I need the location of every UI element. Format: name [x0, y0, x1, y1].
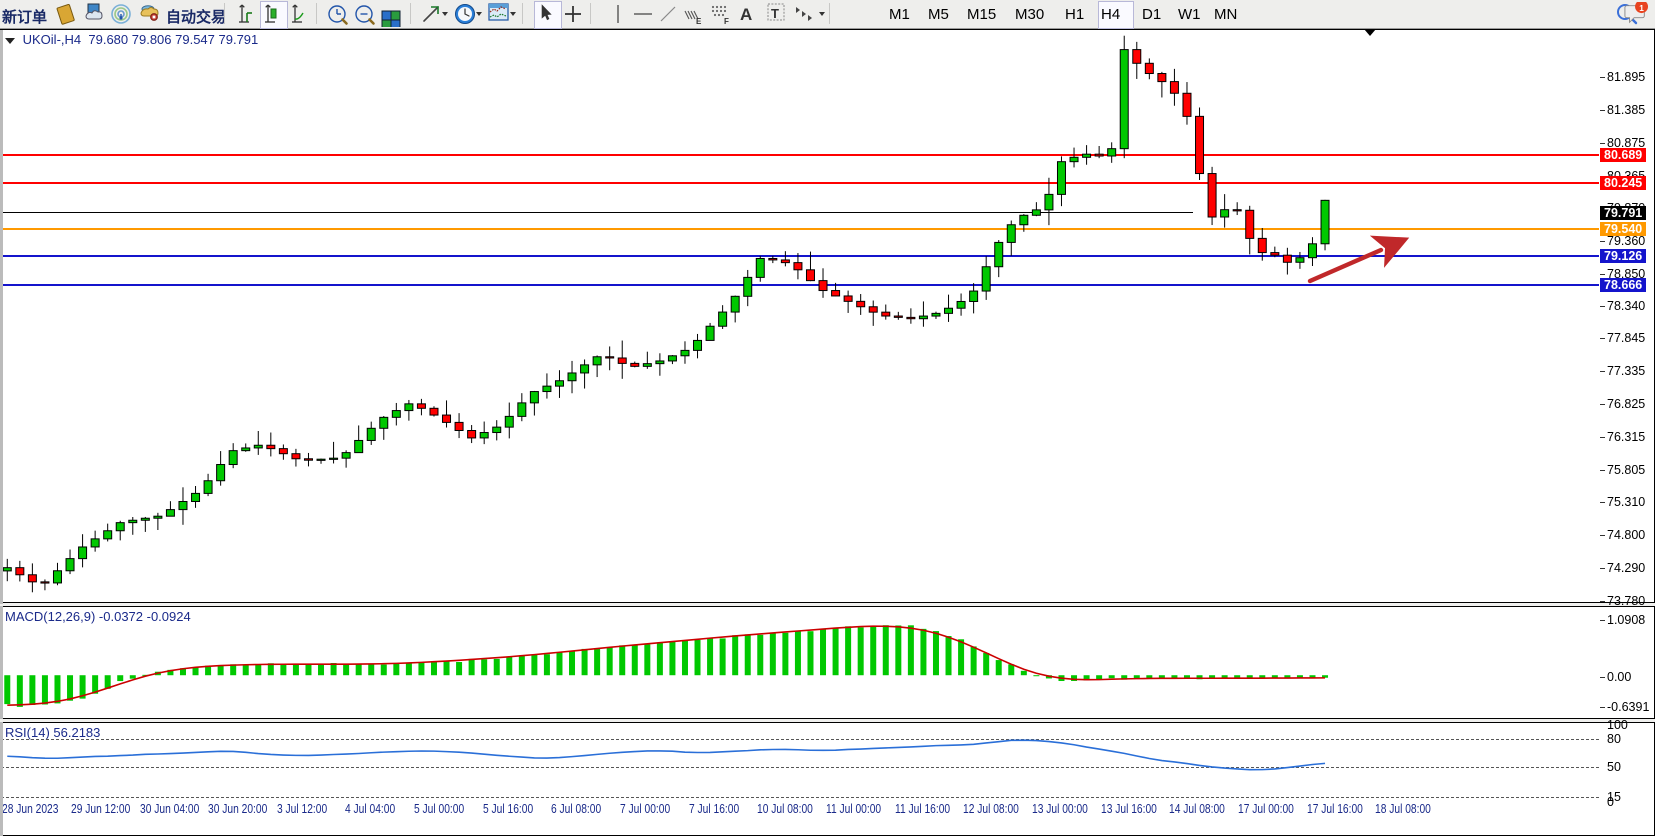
svg-text:A: A — [740, 5, 752, 24]
svg-text:T: T — [771, 6, 779, 21]
svg-text:F: F — [724, 17, 729, 26]
svg-text:1: 1 — [1639, 3, 1644, 13]
svg-text:E: E — [696, 17, 702, 26]
